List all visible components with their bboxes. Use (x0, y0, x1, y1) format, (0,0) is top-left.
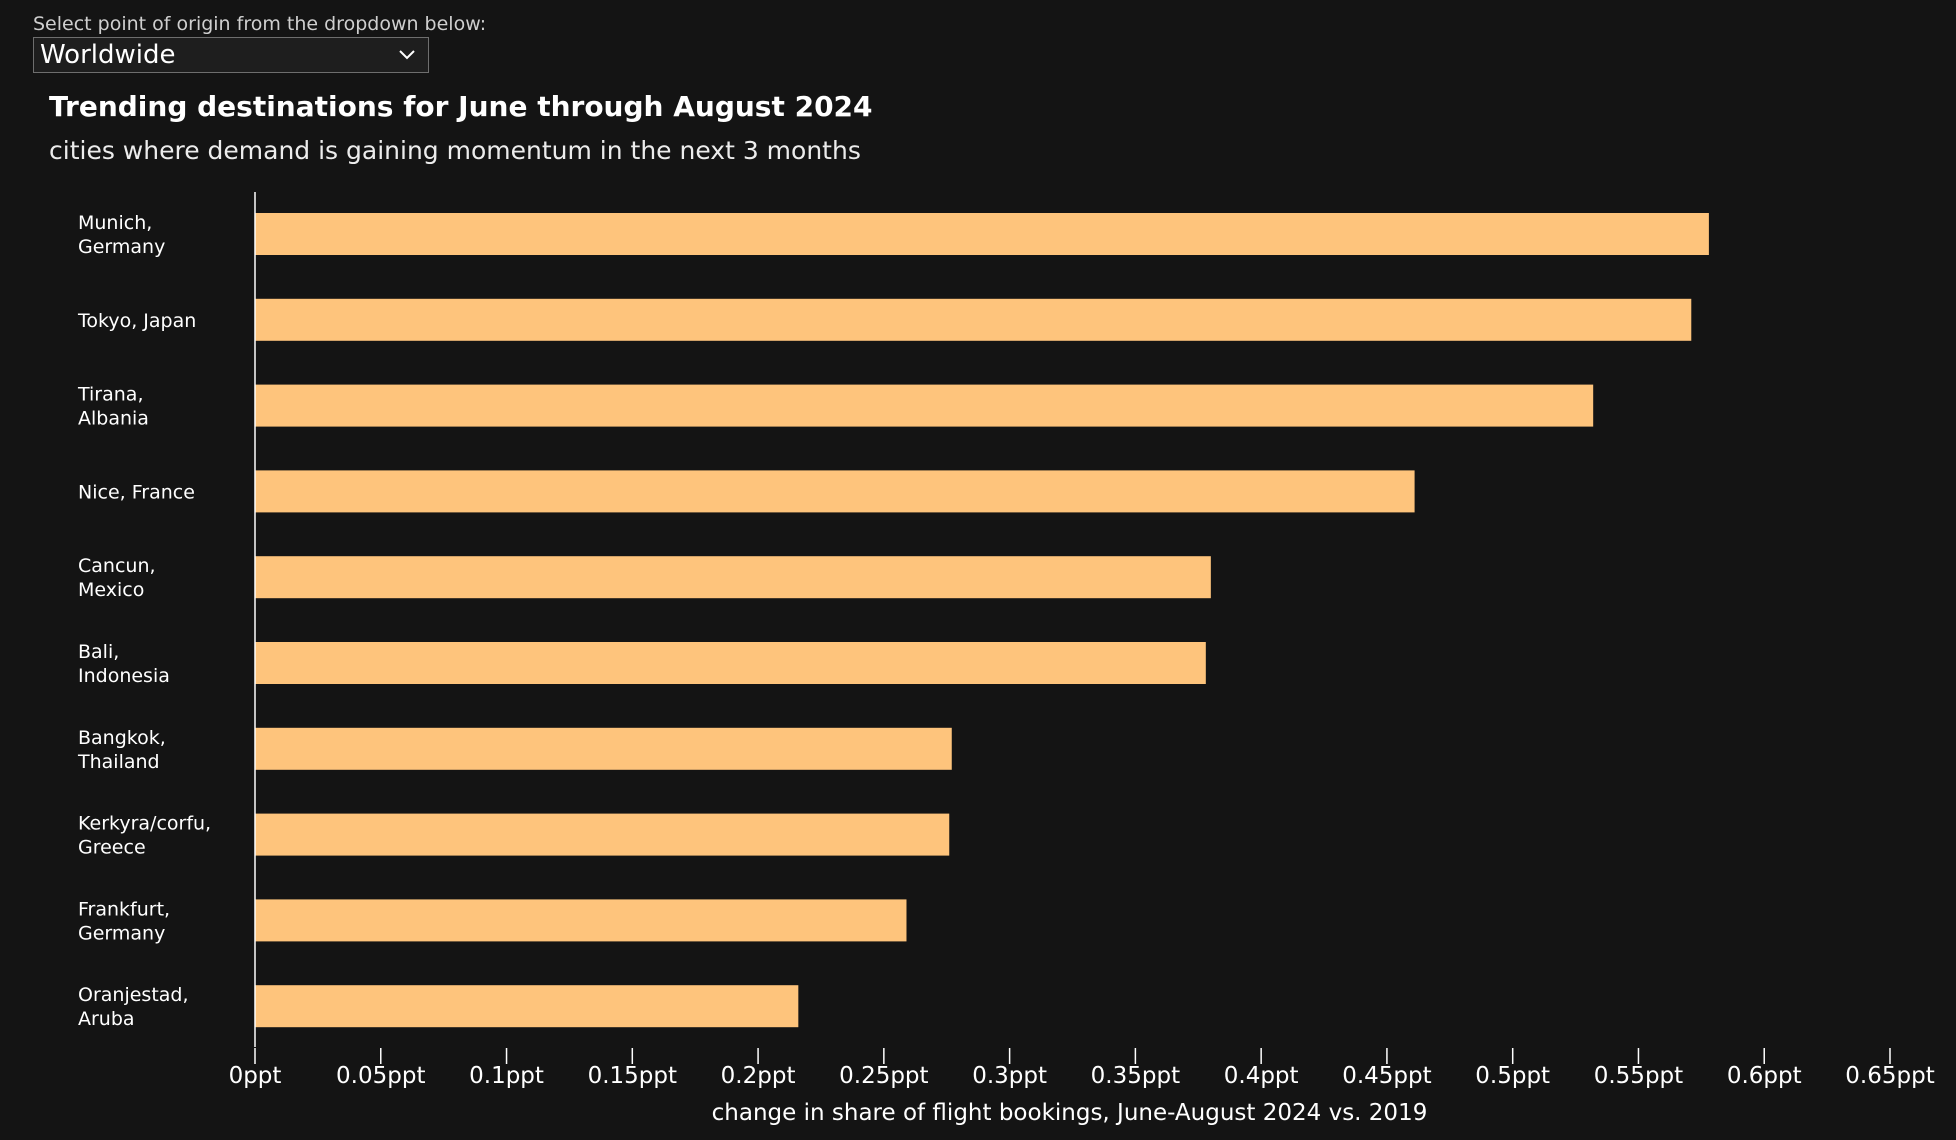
x-tick-label: 0.2ppt (721, 1063, 796, 1089)
bar (255, 384, 1594, 427)
x-tick-label: 0.15ppt (588, 1063, 677, 1089)
category-label: Kerkyra/corfu, Greece (78, 813, 211, 859)
bar (255, 727, 952, 770)
x-tick-label: 0.4ppt (1224, 1063, 1299, 1089)
bar (255, 813, 950, 856)
x-tick-label: 0.25ppt (839, 1063, 928, 1089)
x-tick-label: 0.35ppt (1091, 1063, 1180, 1089)
origin-dropdown[interactable]: Worldwide (33, 37, 429, 73)
x-tick-label: 0ppt (229, 1063, 282, 1089)
x-tick-label: 0.65ppt (1845, 1063, 1934, 1089)
category-label: Tokyo, Japan (77, 310, 196, 332)
x-tick-label: 0.05ppt (336, 1063, 425, 1089)
x-axis-title: change in share of flight bookings, June… (712, 1100, 1428, 1126)
category-label: Oranjestad, Aruba (78, 984, 189, 1030)
category-label: Bali, Indonesia (78, 641, 170, 687)
x-tick-label: 0.5ppt (1475, 1063, 1550, 1089)
x-tick-label: 0.1ppt (469, 1063, 544, 1089)
bar (255, 985, 799, 1028)
category-label: Nice, France (78, 481, 195, 503)
x-tick-label: 0.3ppt (972, 1063, 1047, 1089)
bar (255, 899, 907, 942)
category-label: Frankfurt, Germany (78, 898, 170, 944)
category-label: Bangkok, Thailand (77, 727, 166, 773)
category-label: Cancun, Mexico (78, 555, 156, 601)
bar (255, 642, 1206, 684)
x-tick-label: 0.6ppt (1727, 1063, 1802, 1089)
x-tick-label: 0.55ppt (1594, 1063, 1683, 1089)
category-label: Tirana, Albania (77, 384, 149, 430)
origin-dropdown-value: Worldwide (40, 40, 176, 70)
bar (255, 213, 1709, 255)
chart-subtitle: cities where demand is gaining momentum … (49, 136, 861, 165)
chart-title: Trending destinations for June through A… (49, 90, 873, 123)
bar (255, 298, 1692, 341)
category-label: Munich, Germany (78, 212, 165, 258)
x-tick-label: 0.45ppt (1342, 1063, 1431, 1089)
chevron-down-icon (399, 50, 415, 60)
bar (255, 470, 1415, 513)
bar (255, 556, 1211, 599)
dropdown-label: Select point of origin from the dropdown… (33, 13, 487, 35)
